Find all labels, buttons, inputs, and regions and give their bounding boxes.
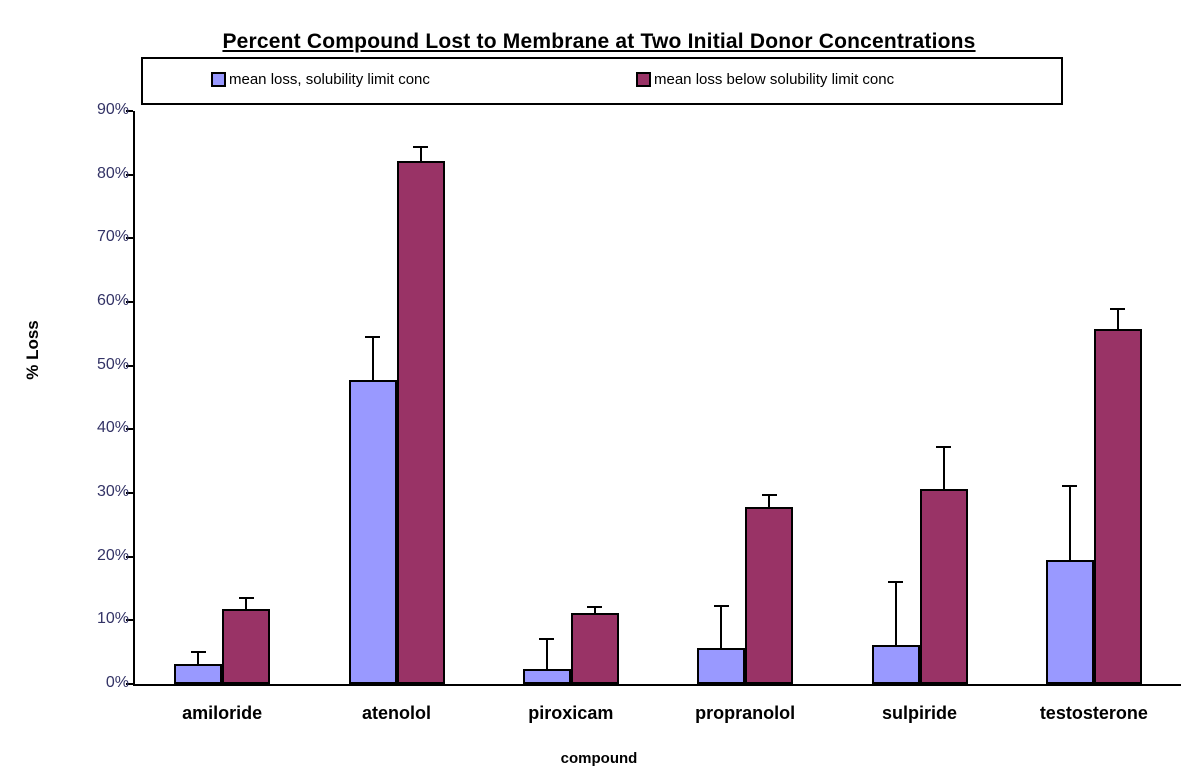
error-bar xyxy=(720,606,723,649)
error-bar-cap xyxy=(190,651,206,654)
y-axis-tick-label: 90% xyxy=(96,101,129,118)
x-axis-category-label-propranolol: propranolol xyxy=(695,703,796,723)
bar-below-solubility-limit-propranolol xyxy=(745,507,794,684)
bar-below-solubility-limit-testosterone xyxy=(1093,328,1142,684)
legend-swatch-maroon xyxy=(636,72,651,87)
error-bar xyxy=(1068,485,1071,560)
x-axis-category-label-sulpiride: sulpiride xyxy=(881,703,957,723)
y-axis-tick xyxy=(126,173,133,176)
error-bar xyxy=(545,639,548,669)
error-bar-cap xyxy=(713,605,729,608)
error-bar-cap xyxy=(936,445,951,448)
legend-item-below-solubility-limit: mean loss below solubility limit conc xyxy=(636,71,894,88)
chart-title: Percent Compound Lost to Membrane at Two… xyxy=(222,30,976,53)
bar-solubility-limit-sulpiride xyxy=(871,645,920,684)
error-bar-cap xyxy=(539,638,555,641)
x-axis-title: compound xyxy=(560,750,638,767)
y-axis-tick-label: 50% xyxy=(96,355,129,373)
bar-below-solubility-limit-atenolol xyxy=(396,160,445,684)
y-axis-title: % Loss xyxy=(23,320,42,380)
legend-item-solubility-limit: mean loss, solubility limit conc xyxy=(211,71,430,88)
plot-area: 0% 10% 20% 30% 40% 50% 60% 70% 80% 90% xyxy=(97,101,1181,691)
y-axis-tick xyxy=(126,492,133,494)
y-axis-line xyxy=(133,111,135,686)
error-bar xyxy=(942,446,945,490)
y-axis-tick xyxy=(126,301,133,303)
error-bar-cap xyxy=(238,597,254,600)
error-bar xyxy=(197,652,200,664)
x-axis-category-label-atenolol: atenolol xyxy=(361,703,431,723)
y-axis-tick xyxy=(126,364,133,367)
legend-swatch-blue xyxy=(211,72,226,87)
error-bar-cap xyxy=(365,336,380,339)
error-bar-cap xyxy=(888,581,903,584)
error-bar xyxy=(768,494,771,507)
bar-solubility-limit-propranolol xyxy=(697,648,746,684)
y-axis-tick xyxy=(126,237,133,240)
y-axis-tick-label: 30% xyxy=(96,483,129,500)
error-bar xyxy=(593,606,596,613)
error-bar-cap xyxy=(1062,484,1078,487)
x-axis-category-label-piroxicam: piroxicam xyxy=(528,703,614,723)
error-bar xyxy=(894,582,897,646)
legend-label: mean loss below solubility limit conc xyxy=(654,71,895,88)
legend-label: mean loss, solubility limit conc xyxy=(229,71,430,88)
y-axis-tick-label: 0% xyxy=(105,674,129,691)
y-axis-tick-label: 60% xyxy=(96,292,129,309)
error-bar xyxy=(371,337,374,380)
y-axis-tick xyxy=(126,428,133,431)
bar-below-solubility-limit-amiloride xyxy=(222,608,271,684)
y-axis-tick xyxy=(126,619,133,622)
legend: mean loss, solubility limit conc mean lo… xyxy=(141,57,1063,105)
y-axis-tick-label: 20% xyxy=(96,546,129,564)
y-axis-tick-label: 70% xyxy=(96,228,129,246)
y-axis-tick xyxy=(126,683,133,685)
bar-below-solubility-limit-sulpiride xyxy=(919,489,968,684)
bar-below-solubility-limit-piroxicam xyxy=(570,612,619,684)
y-axis-tick-label: 80% xyxy=(96,164,129,182)
error-bar xyxy=(419,146,422,161)
error-bar xyxy=(245,598,248,609)
bar-solubility-limit-amiloride xyxy=(174,663,223,684)
y-axis-tick xyxy=(126,555,133,558)
y-axis-tick xyxy=(126,110,133,112)
x-axis-category-label-testosterone: testosterone xyxy=(1039,703,1148,723)
bar-solubility-limit-atenolol xyxy=(348,379,397,684)
bar-solubility-limit-testosterone xyxy=(1045,559,1094,684)
bar-solubility-limit-piroxicam xyxy=(522,668,571,684)
error-bar-cap xyxy=(761,493,777,496)
y-axis-tick-label: 40% xyxy=(96,419,129,437)
error-bar xyxy=(1116,309,1119,329)
x-axis-category-label-amiloride: amiloride xyxy=(182,703,263,723)
error-bar-cap xyxy=(413,145,428,148)
error-bar-cap xyxy=(1110,308,1126,310)
x-axis-line xyxy=(133,684,1181,686)
error-bar-cap xyxy=(587,605,603,608)
y-axis-tick-label: 10% xyxy=(96,610,129,628)
